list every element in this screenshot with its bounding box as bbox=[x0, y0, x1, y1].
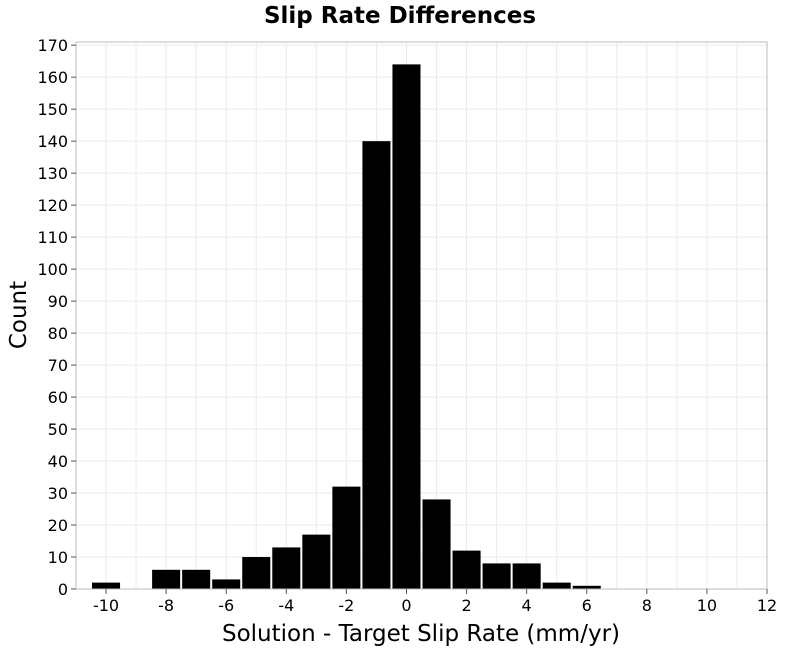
x-tick-label: 6 bbox=[582, 596, 592, 615]
grid-lines bbox=[76, 42, 768, 590]
histogram-bar bbox=[362, 141, 391, 589]
y-tick-label: 100 bbox=[37, 260, 68, 279]
y-tick-label: 20 bbox=[48, 516, 68, 535]
histogram-bar bbox=[302, 534, 331, 589]
y-tick-label: 40 bbox=[48, 452, 68, 471]
y-tick-label: 80 bbox=[48, 324, 68, 343]
histogram-bar bbox=[332, 486, 361, 589]
x-tick-label: -8 bbox=[158, 596, 174, 615]
histogram-bar bbox=[542, 582, 571, 589]
x-tick-label: 12 bbox=[757, 596, 777, 615]
x-tick-label: 10 bbox=[697, 596, 717, 615]
y-tick-label: 50 bbox=[48, 420, 68, 439]
x-axis-ticks: -10 -8 -6 -4 -2 0 2 4 6 8 10 12 bbox=[93, 589, 777, 615]
x-tick-label: -6 bbox=[218, 596, 234, 615]
y-tick-label: 170 bbox=[37, 36, 68, 55]
histogram-bar bbox=[242, 557, 271, 589]
y-tick-label: 150 bbox=[37, 100, 68, 119]
histogram-bar bbox=[212, 579, 241, 589]
histogram-bar bbox=[512, 563, 541, 589]
chart-title: Slip Rate Differences bbox=[264, 3, 536, 29]
y-tick-label: 110 bbox=[37, 228, 68, 247]
y-tick-label: 120 bbox=[37, 196, 68, 215]
histogram-bar bbox=[422, 499, 451, 589]
y-axis-ticks: 0 10 20 30 40 50 60 70 80 90 100 110 120 130 140 150 160… bbox=[37, 36, 76, 599]
x-tick-label: 0 bbox=[401, 596, 411, 615]
x-tick-label: 4 bbox=[522, 596, 532, 615]
plot-frame bbox=[75, 41, 768, 590]
x-tick-label: -10 bbox=[93, 596, 119, 615]
y-tick-label: 90 bbox=[48, 292, 68, 311]
y-tick-label: 140 bbox=[37, 132, 68, 151]
histogram-bar bbox=[452, 550, 481, 589]
y-tick-label: 70 bbox=[48, 356, 68, 375]
y-tick-label: 30 bbox=[48, 484, 68, 503]
histogram-bar bbox=[152, 569, 181, 589]
histogram-bar bbox=[92, 582, 121, 589]
histogram-bar bbox=[182, 569, 211, 589]
x-axis-label: Solution - Target Slip Rate (mm/yr) bbox=[222, 621, 620, 647]
bars bbox=[92, 64, 601, 589]
y-tick-label: 160 bbox=[37, 68, 68, 87]
x-tick-label: 8 bbox=[642, 596, 652, 615]
histogram-bar bbox=[392, 64, 421, 589]
histogram-bar bbox=[572, 585, 601, 589]
x-tick-label: -4 bbox=[278, 596, 294, 615]
histogram-bar bbox=[272, 547, 301, 589]
y-tick-label: 60 bbox=[48, 388, 68, 407]
x-tick-label: -2 bbox=[338, 596, 354, 615]
histogram-bar bbox=[482, 563, 511, 589]
y-tick-label: 130 bbox=[37, 164, 68, 183]
y-axis-label: Count bbox=[6, 281, 32, 349]
y-tick-label: 10 bbox=[48, 548, 68, 567]
y-tick-label: 0 bbox=[58, 580, 68, 599]
x-tick-label: 2 bbox=[461, 596, 471, 615]
